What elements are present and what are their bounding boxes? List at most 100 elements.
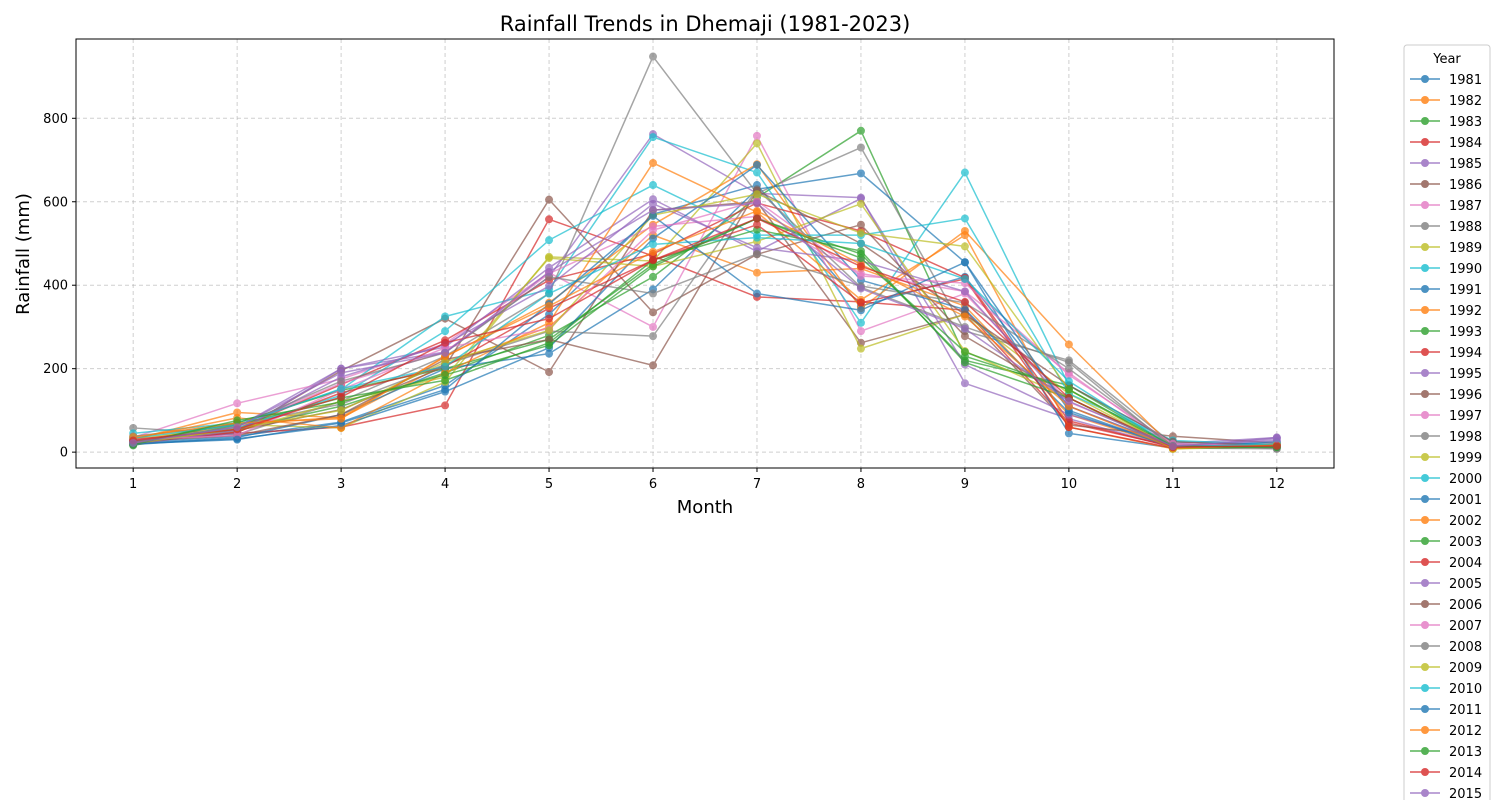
data-point-2012-m9 (960, 312, 969, 321)
data-point-2013-m4 (441, 370, 450, 379)
data-point-1992-m10 (1064, 340, 1073, 349)
data-point-1988-m6 (649, 52, 658, 61)
legend-item-1986 (1410, 180, 1440, 188)
data-point-1989-m8 (856, 344, 865, 353)
series-2015 (129, 199, 1281, 451)
data-point-2007-m10 (1064, 370, 1073, 379)
series-line-1998 (133, 188, 1277, 450)
data-point-2010-m9 (960, 274, 969, 283)
series-line-2006 (133, 189, 1277, 447)
x-tick-label: 3 (337, 477, 345, 492)
legend-label: 1983 (1449, 115, 1482, 130)
legend-label: 2015 (1449, 787, 1482, 800)
legend-item-1999 (1410, 453, 1440, 461)
data-point-2014-m9 (960, 297, 969, 306)
legend-item-1984 (1410, 138, 1440, 146)
legend-swatch-marker (1421, 747, 1429, 755)
legend-label: 2005 (1449, 577, 1482, 592)
legend-item-2014 (1410, 768, 1440, 776)
data-point-2002-m9 (960, 231, 969, 240)
data-point-2000-m6 (649, 181, 658, 190)
series-line-1985 (133, 133, 1277, 448)
data-point-2011-m8 (856, 306, 865, 315)
legend-label: 2004 (1449, 556, 1482, 571)
data-point-1998-m10 (1064, 358, 1073, 367)
series-line-2007 (133, 200, 1277, 448)
x-tick-label: 12 (1269, 477, 1286, 492)
data-point-2013-m5 (545, 341, 554, 350)
legend-swatch-marker (1421, 348, 1429, 356)
legend-swatch-marker (1421, 705, 1429, 713)
data-point-2002-m6 (649, 158, 658, 167)
x-axis: 1 2 3 4 5 6 7 8 9 10 11 12 (129, 468, 1285, 492)
legend-swatch-marker (1421, 600, 1429, 608)
data-point-2015-m9 (960, 324, 969, 333)
series-line-2001 (133, 164, 1277, 448)
legend-item-2007 (1410, 621, 1440, 629)
data-point-1996-m5 (545, 195, 554, 204)
legend-label: 1988 (1449, 220, 1482, 235)
data-point-1987-m2 (233, 399, 242, 408)
x-tick-label: 2 (233, 477, 241, 492)
legend-label: 1998 (1449, 430, 1482, 445)
y-axis-label: Rainfall (mm) (13, 193, 34, 315)
data-point-2011-m9 (960, 258, 969, 267)
chart-title: Rainfall Trends in Dhemaji (1981-2023) (500, 12, 911, 36)
x-tick-label: 6 (649, 477, 657, 492)
legend-label: 1995 (1449, 367, 1482, 382)
data-point-1987-m8 (856, 327, 865, 336)
legend-label: 1984 (1449, 136, 1482, 151)
legend-swatch-marker (1421, 726, 1429, 734)
x-axis-label: Month (677, 497, 733, 518)
data-point-2009-m3 (337, 406, 346, 415)
data-point-2003-m8 (856, 246, 865, 255)
legend-label: 2012 (1449, 724, 1482, 739)
legend-label: 1982 (1449, 94, 1482, 109)
data-point-1990-m6 (649, 133, 658, 142)
legend-label: 1994 (1449, 346, 1482, 361)
legend-swatch-marker (1421, 159, 1429, 167)
legend-item-2000 (1410, 474, 1440, 482)
data-point-1987-m6 (649, 322, 658, 331)
data-point-2006-m5 (545, 335, 554, 344)
data-point-2012-m6 (649, 247, 658, 256)
data-point-1990-m8 (856, 318, 865, 327)
legend-item-2013 (1410, 747, 1440, 755)
legend-label: 2013 (1449, 745, 1482, 760)
data-point-1990-m7 (752, 168, 761, 177)
legend-item-1988 (1410, 222, 1440, 230)
data-point-2004-m7 (752, 220, 761, 229)
data-point-2013-m6 (649, 262, 658, 271)
y-tick-label: 200 (43, 362, 68, 377)
legend-label: 1989 (1449, 241, 1482, 256)
legend-item-2004 (1410, 558, 1440, 566)
data-point-2005-m5 (545, 282, 554, 291)
legend-item-1998 (1410, 432, 1440, 440)
data-point-2003-m9 (960, 358, 969, 367)
data-point-1991-m5 (545, 349, 554, 358)
data-point-1983-m6 (649, 272, 658, 281)
data-point-2015-m7 (752, 199, 761, 208)
data-point-2012-m7 (752, 206, 761, 215)
data-point-2014-m3 (337, 393, 346, 402)
plot-area-frame (75, 38, 1335, 469)
data-point-1988-m8 (856, 143, 865, 152)
series-line-2000 (133, 184, 1277, 446)
legend-label: 1997 (1449, 409, 1482, 424)
legend-item-1983 (1410, 117, 1440, 125)
data-point-2001-m7 (752, 161, 761, 170)
data-point-2010-m8 (856, 239, 865, 248)
data-point-2006-m6 (649, 361, 658, 370)
data-point-2014-m4 (441, 338, 450, 347)
legend-swatch-marker (1421, 579, 1429, 587)
data-point-2009-m7 (752, 190, 761, 199)
x-tick-label: 1 (129, 477, 137, 492)
data-point-1984-m4 (441, 401, 450, 410)
data-point-2015-m4 (441, 348, 450, 357)
legend-swatch-marker (1421, 411, 1429, 419)
series-line-2012 (133, 210, 1277, 449)
data-point-2010-m3 (337, 384, 346, 393)
data-point-2010-m10 (1064, 377, 1073, 386)
legend-label: 2007 (1449, 619, 1482, 634)
data-point-2011-m2 (233, 435, 242, 444)
